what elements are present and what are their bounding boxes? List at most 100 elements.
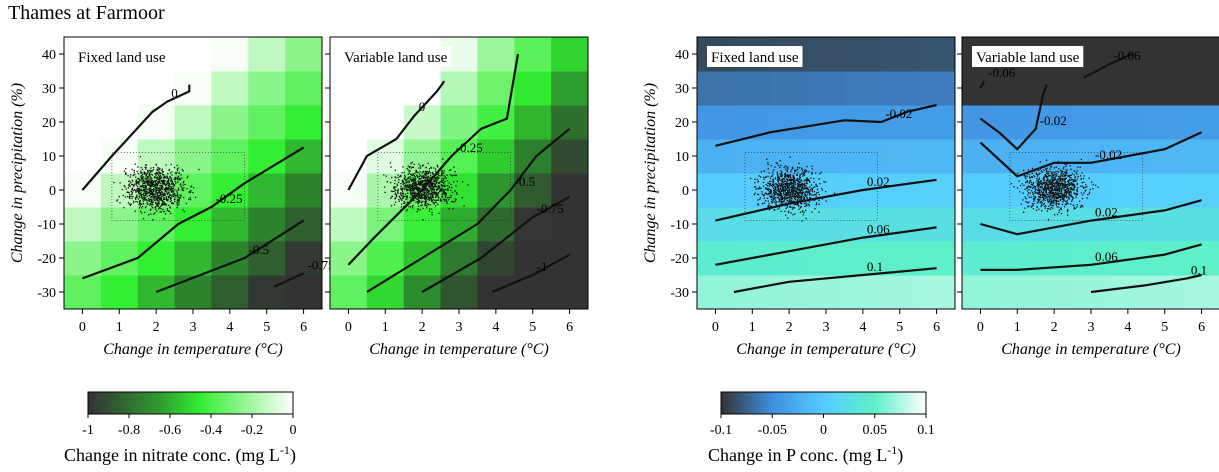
sample-dot xyxy=(1051,173,1053,175)
heatmap-cell xyxy=(211,139,249,174)
sample-dot xyxy=(395,186,397,188)
sample-dot xyxy=(402,181,404,183)
sample-dot xyxy=(1060,177,1062,179)
sample-dot xyxy=(160,187,163,190)
sample-dot xyxy=(163,193,165,195)
sample-dot xyxy=(153,189,155,192)
sample-dot xyxy=(149,199,151,201)
sample-dot xyxy=(790,194,792,196)
sample-dot xyxy=(430,182,433,185)
sample-dot xyxy=(821,198,824,200)
sample-dot xyxy=(393,187,395,189)
sample-dot xyxy=(779,166,781,169)
sample-dot xyxy=(139,205,141,207)
sample-dot xyxy=(1040,205,1042,208)
sample-dot xyxy=(163,201,165,203)
sample-dot xyxy=(770,192,772,194)
sample-dot xyxy=(793,187,795,190)
sample-dot xyxy=(159,179,161,181)
sample-dot xyxy=(780,192,782,194)
sample-dot xyxy=(154,196,156,198)
sample-dot xyxy=(1062,179,1064,181)
sample-dot xyxy=(148,174,151,177)
sample-dot xyxy=(420,204,422,207)
sample-dot xyxy=(804,179,806,181)
sample-dot xyxy=(427,197,430,199)
colorbar-tick-label: -0.6 xyxy=(159,423,181,438)
x-axis-title: Change in temperature (°C) xyxy=(736,341,916,358)
sample-dot xyxy=(1053,202,1055,204)
sample-dot xyxy=(780,170,782,172)
sample-dot xyxy=(166,180,168,182)
sample-dot xyxy=(819,173,821,175)
sample-dot xyxy=(147,198,150,200)
sample-dot xyxy=(757,204,760,206)
sample-dot xyxy=(1066,187,1068,189)
sample-dot xyxy=(156,184,159,186)
sample-dot xyxy=(450,189,452,191)
heatmap-cells xyxy=(697,37,956,310)
sample-dot xyxy=(148,181,151,183)
sample-dot xyxy=(768,203,770,205)
sample-dot xyxy=(417,199,420,201)
sample-dot xyxy=(1068,197,1070,200)
sample-dot xyxy=(788,195,790,197)
sample-dot xyxy=(1079,206,1082,208)
sample-dot xyxy=(801,189,803,192)
sample-dot xyxy=(418,197,420,200)
heatmap-cell xyxy=(962,275,1000,310)
sample-dot xyxy=(419,194,421,197)
sample-dot xyxy=(153,184,156,187)
sample-dot xyxy=(155,192,157,194)
sample-dot xyxy=(417,183,420,186)
heatmap-cell xyxy=(174,139,212,174)
sample-dot xyxy=(146,179,148,182)
sample-dot xyxy=(803,202,806,205)
sample-dot xyxy=(413,163,415,166)
sample-dot xyxy=(140,172,143,174)
sample-dot xyxy=(1056,206,1058,208)
sample-dot xyxy=(152,203,154,206)
sample-dot xyxy=(143,195,146,197)
sample-dot xyxy=(1085,189,1087,191)
x-tick-label: 5 xyxy=(263,320,270,335)
sample-dot xyxy=(1044,174,1046,176)
sample-dot xyxy=(1019,191,1021,193)
sample-dot xyxy=(778,177,780,179)
sample-dot xyxy=(143,180,145,182)
sample-dot xyxy=(801,180,803,182)
sample-dot xyxy=(129,204,131,207)
sample-dot xyxy=(454,170,456,173)
heatmap-cell xyxy=(998,139,1037,174)
sample-dot xyxy=(424,201,426,203)
sample-dot xyxy=(790,212,792,214)
sample-dot xyxy=(133,174,135,176)
x-tick-label: 3 xyxy=(823,320,830,335)
sample-dot xyxy=(177,175,180,178)
sample-dot xyxy=(1041,210,1043,212)
sample-dot xyxy=(162,195,164,197)
heatmap-cell xyxy=(64,207,102,242)
sample-dot xyxy=(821,187,823,190)
sample-dot xyxy=(408,205,410,208)
x-tick-label: 6 xyxy=(300,320,307,335)
sample-dot xyxy=(406,195,408,197)
sample-dot xyxy=(1067,187,1069,190)
sample-dot xyxy=(807,178,809,180)
sample-dot xyxy=(414,179,416,181)
sample-dot xyxy=(432,187,434,189)
sample-dot xyxy=(772,199,774,201)
sample-dot xyxy=(765,188,767,190)
sample-dot xyxy=(1038,196,1040,198)
sample-dot xyxy=(448,169,451,172)
sample-dot xyxy=(416,184,418,186)
sample-dot xyxy=(443,185,445,187)
sample-dot xyxy=(448,208,450,210)
sample-dot xyxy=(806,182,808,185)
sample-dot xyxy=(445,193,447,195)
sample-dot xyxy=(155,198,157,200)
sample-dot xyxy=(1041,171,1044,173)
sample-dot xyxy=(1057,192,1059,194)
sample-dot xyxy=(450,184,452,186)
sample-dot xyxy=(785,194,788,197)
